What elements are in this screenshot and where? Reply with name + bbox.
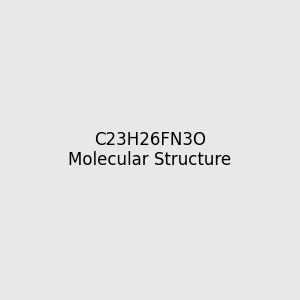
Text: C23H26FN3O
Molecular Structure: C23H26FN3O Molecular Structure: [68, 130, 232, 170]
